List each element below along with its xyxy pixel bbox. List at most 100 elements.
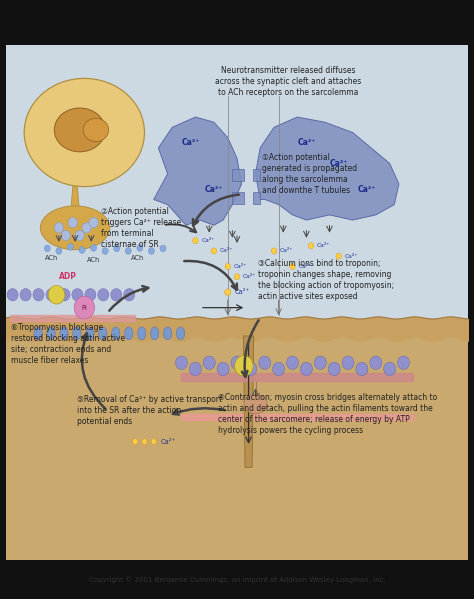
Text: ADP: ADP	[59, 272, 77, 281]
Text: Ca²⁺: Ca²⁺	[161, 438, 176, 444]
Circle shape	[308, 243, 314, 249]
Polygon shape	[253, 192, 260, 204]
Polygon shape	[6, 45, 468, 336]
Circle shape	[74, 297, 94, 319]
Circle shape	[234, 274, 240, 280]
Polygon shape	[255, 117, 399, 220]
Text: ACh: ACh	[131, 255, 144, 261]
Ellipse shape	[73, 327, 81, 340]
Circle shape	[124, 289, 135, 301]
Circle shape	[301, 362, 312, 376]
Circle shape	[151, 438, 156, 444]
Circle shape	[98, 289, 109, 301]
Ellipse shape	[137, 327, 146, 340]
Text: Ca²⁺: Ca²⁺	[243, 274, 256, 279]
Ellipse shape	[86, 327, 94, 340]
Circle shape	[54, 223, 64, 233]
Circle shape	[82, 223, 91, 233]
Circle shape	[211, 248, 217, 254]
Circle shape	[231, 356, 243, 370]
Text: Neurotransmitter released diffuses
across the synaptic cleft and attaches
to ACh: Neurotransmitter released diffuses acros…	[215, 65, 361, 96]
Ellipse shape	[54, 108, 105, 152]
Text: Ca²⁺: Ca²⁺	[280, 249, 293, 253]
Circle shape	[102, 247, 108, 255]
Text: Ca²⁺: Ca²⁺	[234, 289, 249, 295]
Text: Ca²⁺: Ca²⁺	[182, 138, 200, 147]
Circle shape	[175, 356, 188, 370]
Ellipse shape	[34, 327, 42, 340]
Text: ②Action potential
triggers Ca²⁺ release
from terminal
cisternae of SR: ②Action potential triggers Ca²⁺ release …	[100, 207, 181, 250]
Text: ⑤Removal of Ca²⁺ by active transport
into the SR after the action
potential ends: ⑤Removal of Ca²⁺ by active transport int…	[77, 395, 222, 426]
Text: Ca²⁺: Ca²⁺	[234, 264, 247, 269]
Circle shape	[91, 244, 97, 251]
Circle shape	[203, 356, 215, 370]
Circle shape	[56, 247, 62, 255]
Text: Ca²⁺: Ca²⁺	[201, 238, 215, 243]
Text: Ca²⁺: Ca²⁺	[220, 249, 233, 253]
Polygon shape	[244, 336, 254, 467]
Circle shape	[290, 264, 295, 270]
Circle shape	[245, 362, 257, 376]
Text: ⑥Tropomyosin blockage
restored blocking actin active
site; contraction ends and
: ⑥Tropomyosin blockage restored blocking …	[11, 323, 125, 365]
Circle shape	[286, 356, 299, 370]
Circle shape	[79, 247, 85, 253]
Circle shape	[189, 362, 201, 376]
Ellipse shape	[112, 327, 120, 340]
Circle shape	[273, 362, 285, 376]
Circle shape	[336, 253, 342, 259]
Circle shape	[225, 264, 230, 270]
Circle shape	[114, 245, 120, 252]
Text: Ca²⁺: Ca²⁺	[357, 184, 376, 193]
Circle shape	[235, 356, 253, 376]
Circle shape	[148, 247, 155, 255]
Circle shape	[342, 356, 354, 370]
Ellipse shape	[24, 78, 145, 186]
Circle shape	[61, 231, 71, 241]
Circle shape	[370, 356, 382, 370]
Ellipse shape	[164, 327, 172, 340]
Circle shape	[72, 289, 83, 301]
Circle shape	[398, 356, 410, 370]
Ellipse shape	[244, 394, 267, 414]
Circle shape	[68, 217, 77, 228]
Text: Ca²⁺: Ca²⁺	[329, 159, 348, 168]
Text: ③Calcium ions bind to troponin;
troponin changes shape, removing
the blocking ac: ③Calcium ions bind to troponin; troponin…	[258, 259, 394, 301]
Text: Ca²⁺: Ca²⁺	[317, 243, 330, 249]
Circle shape	[7, 289, 18, 301]
Circle shape	[356, 362, 368, 376]
Circle shape	[20, 289, 31, 301]
Polygon shape	[71, 186, 80, 215]
Circle shape	[89, 217, 98, 228]
Polygon shape	[253, 168, 260, 181]
Circle shape	[44, 245, 50, 252]
Circle shape	[85, 289, 96, 301]
Circle shape	[48, 286, 65, 304]
Text: Ca²⁺: Ca²⁺	[299, 264, 312, 269]
Circle shape	[142, 438, 147, 444]
Polygon shape	[232, 192, 244, 204]
Circle shape	[314, 356, 326, 370]
Ellipse shape	[40, 206, 110, 250]
Circle shape	[59, 289, 70, 301]
Circle shape	[383, 362, 396, 376]
Ellipse shape	[176, 327, 185, 340]
Circle shape	[259, 356, 271, 370]
Ellipse shape	[125, 327, 133, 340]
Ellipse shape	[83, 119, 109, 141]
Text: ACh: ACh	[46, 255, 59, 261]
Circle shape	[133, 438, 138, 444]
Ellipse shape	[150, 327, 159, 340]
Circle shape	[225, 289, 231, 295]
Circle shape	[75, 231, 84, 241]
Circle shape	[328, 362, 340, 376]
Text: Copyright © 2001 Benjamin Cummings, an imprint of Addison Wesley Longman, Inc.: Copyright © 2001 Benjamin Cummings, an i…	[89, 577, 385, 583]
Polygon shape	[154, 117, 242, 225]
Circle shape	[192, 238, 198, 244]
Circle shape	[271, 248, 277, 254]
Ellipse shape	[99, 327, 107, 340]
Circle shape	[137, 244, 143, 251]
Text: ACh: ACh	[87, 257, 100, 263]
Ellipse shape	[47, 327, 55, 340]
Circle shape	[33, 289, 44, 301]
Circle shape	[125, 247, 131, 255]
